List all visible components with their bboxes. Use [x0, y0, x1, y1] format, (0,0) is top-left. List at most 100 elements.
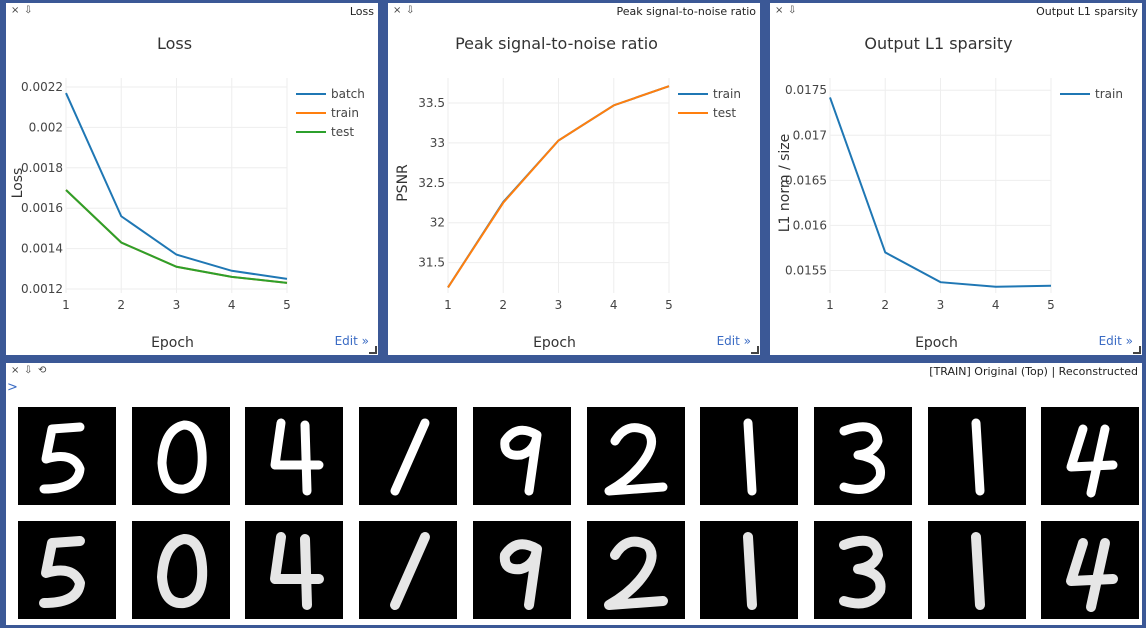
x-tick-label: 3	[555, 298, 563, 312]
digit-stroke-graphic	[390, 532, 431, 610]
prompt-caret: >	[7, 380, 18, 395]
reconstructed-digit-image	[813, 521, 912, 619]
series-line-test	[447, 85, 670, 288]
sparsity-chart: Output L1 sparsity 1 2 3 4 5 0.0155 0.016 0.0165…	[777, 34, 1123, 351]
original-digit-image	[18, 407, 116, 505]
pane-titlebar: × ⇩ Peak signal-to-noise ratio	[388, 3, 760, 21]
digit-stroke-graphic	[270, 532, 325, 610]
x-axis-label: Epoch	[533, 335, 576, 351]
x-tick-label: 1	[826, 298, 834, 312]
x-tick-label: 1	[444, 298, 452, 312]
pane-window-title: [TRAIN] Original (Top) | Reconstructed	[929, 365, 1138, 378]
edit-link[interactable]: Edit »	[1098, 334, 1133, 348]
legend-label-test: test	[713, 106, 736, 120]
y-tick-label: 0.002	[29, 120, 63, 134]
x-tick-label: 4	[610, 298, 618, 312]
y-tick-label: 0.0155	[785, 263, 827, 277]
sparsity-pane: × ⇩ Output L1 sparsity Output L1 sparsit…	[770, 3, 1142, 355]
reconstructed-digit-image	[472, 521, 571, 619]
reconstructed-digit-image	[927, 521, 1026, 619]
digit-stroke-graphic	[390, 418, 430, 496]
digit-stroke-graphic	[970, 532, 985, 610]
digit-stroke	[156, 534, 207, 609]
y-tick-label: 32	[430, 216, 445, 230]
reconstructed-digit-image	[700, 521, 799, 619]
digit-stroke	[499, 539, 542, 610]
original-digit-image	[245, 407, 344, 505]
edit-link[interactable]: Edit »	[334, 334, 369, 348]
resize-handle[interactable]	[369, 346, 377, 354]
series-line-train	[829, 97, 1052, 288]
close-icon[interactable]: ×	[11, 5, 20, 16]
legend-label-train: train	[713, 87, 741, 101]
pane-titlebar: × ⇩ ⟲ [TRAIN] Original (Top) | Reconstru…	[6, 363, 1142, 381]
digit-stroke-graphic	[157, 420, 207, 494]
digit-stroke	[603, 536, 668, 610]
reconstructed-digit-image	[359, 521, 458, 619]
y-tick-label: 31.5	[418, 256, 445, 270]
digit-stroke-graphic	[156, 534, 207, 609]
pin-icon[interactable]: ⇩	[406, 5, 415, 16]
y-tick-label: 0.0016	[21, 201, 63, 215]
digit-stroke-graphic	[971, 418, 985, 496]
x-tick-label: 5	[665, 298, 673, 312]
pane-titlebar: × ⇩ Output L1 sparsity	[770, 3, 1142, 21]
original-digit-image	[472, 407, 571, 505]
x-axis-label: Epoch	[915, 335, 958, 351]
resize-handle[interactable]	[751, 346, 759, 354]
digit-stroke-graphic	[603, 536, 668, 610]
digit-stroke-graphic	[839, 422, 885, 494]
legend-label-batch: batch	[331, 87, 365, 101]
pin-icon[interactable]: ⇩	[24, 365, 33, 376]
x-tick-label: 4	[228, 298, 236, 312]
digit-stroke	[390, 532, 431, 610]
original-digit-image	[359, 407, 458, 505]
y-axis-label: L1 norm / size	[777, 134, 793, 233]
y-axis-label: Loss	[10, 168, 26, 199]
digit-stroke-graphic	[1066, 424, 1118, 498]
edit-link[interactable]: Edit »	[716, 334, 751, 348]
y-tick-label: 33	[430, 136, 445, 150]
digit-stroke	[270, 418, 324, 496]
reconstructed-digit-image	[18, 521, 116, 619]
x-tick-label: 5	[283, 298, 291, 312]
series-line-batch	[65, 92, 288, 280]
original-digit-image	[586, 407, 685, 505]
chart-title: Peak signal-to-noise ratio	[455, 34, 658, 53]
digit-stroke	[838, 535, 886, 609]
digit-stroke-graphic	[39, 536, 85, 608]
y-tick-label: 0.0165	[785, 173, 827, 187]
series-line-test	[65, 189, 288, 284]
x-tick-label: 2	[499, 298, 507, 312]
original-digit-image	[700, 407, 799, 505]
legend-label-test: test	[331, 125, 354, 139]
digit-stroke	[839, 422, 885, 494]
pin-icon[interactable]: ⇩	[788, 5, 797, 16]
pin-icon[interactable]: ⇩	[24, 5, 33, 16]
digit-stroke	[743, 532, 758, 610]
x-tick-label: 5	[1047, 298, 1055, 312]
close-icon[interactable]: ×	[775, 5, 784, 16]
close-icon[interactable]: ×	[11, 365, 20, 376]
digit-stroke	[971, 418, 985, 496]
pane-window-title: Peak signal-to-noise ratio	[616, 5, 756, 18]
digit-stroke-graphic	[1066, 538, 1119, 612]
x-tick-label: 2	[117, 298, 125, 312]
digit-stroke	[500, 425, 542, 496]
legend-label-train: train	[1095, 87, 1123, 101]
pane-window-title: Output L1 sparsity	[1036, 5, 1138, 18]
digit-stroke	[743, 418, 757, 496]
resize-handle[interactable]	[1133, 346, 1141, 354]
original-digit-image	[927, 407, 1026, 505]
y-tick-label: 0.0012	[21, 282, 63, 296]
digit-stroke	[1066, 424, 1118, 498]
y-tick-label: 32.5	[418, 176, 445, 190]
x-tick-label: 2	[881, 298, 889, 312]
legend-label-train: train	[331, 106, 359, 120]
digit-stroke	[270, 532, 325, 610]
image-grid-pane: × ⇩ ⟲ [TRAIN] Original (Top) | Reconstru…	[6, 363, 1142, 625]
digit-stroke	[604, 423, 667, 496]
close-icon[interactable]: ×	[393, 5, 402, 16]
reset-icon[interactable]: ⟲	[38, 365, 47, 376]
y-tick-label: 0.016	[793, 218, 827, 232]
